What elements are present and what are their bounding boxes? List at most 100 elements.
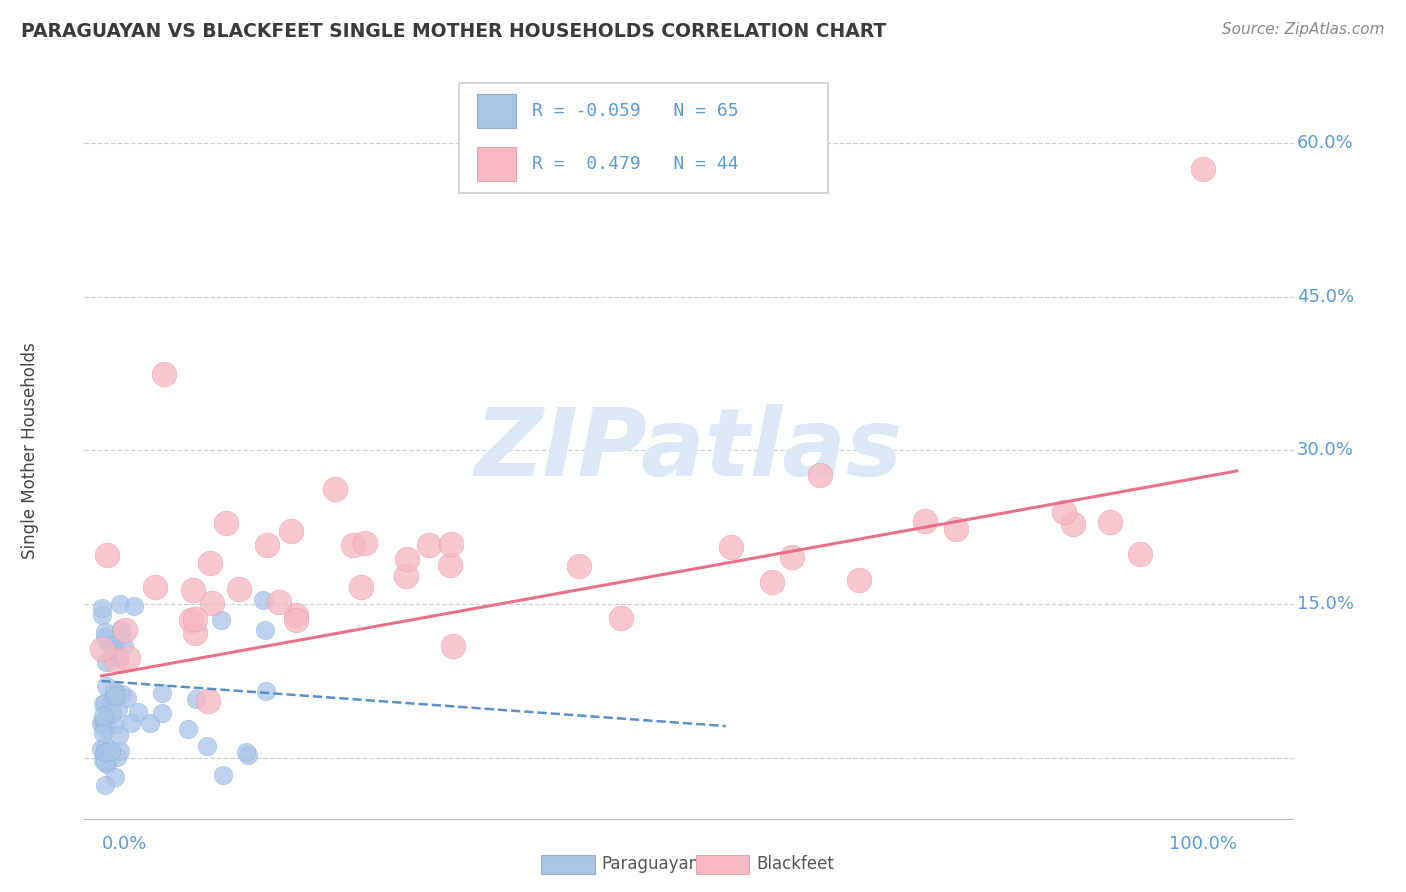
Point <box>107 701 129 715</box>
Point <box>441 640 464 654</box>
Point <box>94 696 117 710</box>
Point <box>91 709 114 723</box>
Point <box>235 745 257 759</box>
Point <box>439 558 461 573</box>
Point <box>103 718 125 732</box>
Text: Paraguayans: Paraguayans <box>602 855 709 873</box>
Point <box>101 706 124 721</box>
Point <box>94 655 117 669</box>
Point <box>183 612 205 626</box>
Point <box>395 552 418 566</box>
Point <box>91 726 114 740</box>
Point <box>184 692 207 706</box>
Point <box>93 713 115 727</box>
Point <box>280 524 302 538</box>
FancyBboxPatch shape <box>460 83 828 193</box>
Point <box>93 755 115 769</box>
Point <box>150 706 173 721</box>
Point <box>228 582 250 596</box>
Text: R =  0.479   N = 44: R = 0.479 N = 44 <box>531 155 738 173</box>
Point <box>440 537 463 551</box>
Point <box>285 613 308 627</box>
Point <box>180 613 202 627</box>
Point <box>780 549 803 564</box>
Text: ZIPatlas: ZIPatlas <box>475 404 903 497</box>
Point <box>91 697 114 711</box>
Text: R = -0.059   N = 65: R = -0.059 N = 65 <box>531 102 738 120</box>
Text: 60.0%: 60.0% <box>1298 134 1354 152</box>
Point <box>94 778 117 792</box>
Point <box>1053 505 1076 519</box>
Text: Blackfeet: Blackfeet <box>756 855 834 873</box>
Point <box>101 639 124 653</box>
Point <box>93 624 115 639</box>
Point <box>252 593 274 607</box>
Point <box>200 556 222 570</box>
Point <box>1062 516 1084 531</box>
Point <box>105 750 128 764</box>
Point <box>93 746 115 760</box>
Point <box>256 538 278 552</box>
Point <box>418 539 440 553</box>
Point <box>96 718 118 732</box>
Point <box>127 705 149 719</box>
Point <box>184 625 207 640</box>
Point <box>323 482 346 496</box>
Point <box>914 514 936 528</box>
Point <box>91 715 114 730</box>
Point <box>90 741 112 756</box>
Point <box>112 639 135 653</box>
Point <box>111 687 134 701</box>
Point <box>96 548 118 562</box>
Point <box>90 607 112 622</box>
Text: PARAGUAYAN VS BLACKFEET SINGLE MOTHER HOUSEHOLDS CORRELATION CHART: PARAGUAYAN VS BLACKFEET SINGLE MOTHER HO… <box>21 22 886 41</box>
Point <box>94 739 117 753</box>
Point <box>105 648 128 662</box>
Point <box>93 721 115 735</box>
Point <box>139 716 162 731</box>
Point <box>90 642 112 657</box>
Point <box>183 583 205 598</box>
Point <box>100 697 122 711</box>
Text: Source: ZipAtlas.com: Source: ZipAtlas.com <box>1222 22 1385 37</box>
Point <box>108 651 131 665</box>
Point <box>100 744 122 758</box>
Point <box>103 684 125 698</box>
Point <box>342 538 364 552</box>
Point <box>177 722 200 736</box>
Point <box>90 715 112 730</box>
Point <box>215 516 238 531</box>
Point <box>153 367 176 381</box>
Text: 15.0%: 15.0% <box>1298 595 1354 613</box>
Point <box>94 712 117 726</box>
Point <box>254 683 277 698</box>
Point <box>104 770 127 784</box>
Point <box>1129 547 1152 561</box>
Point <box>145 581 167 595</box>
Point <box>761 574 783 589</box>
Text: 30.0%: 30.0% <box>1298 442 1354 459</box>
Point <box>120 716 142 731</box>
Point <box>209 613 232 627</box>
Point <box>110 597 132 611</box>
Point <box>808 467 831 482</box>
FancyBboxPatch shape <box>478 147 516 181</box>
Point <box>90 600 112 615</box>
Point <box>94 745 117 759</box>
Point <box>96 756 118 771</box>
Point <box>1099 515 1122 529</box>
Point <box>212 768 235 782</box>
Point <box>111 628 134 642</box>
Point <box>122 599 145 613</box>
Point <box>395 568 418 582</box>
Point <box>115 691 138 706</box>
Point <box>201 596 224 610</box>
Point <box>945 522 967 536</box>
Point <box>236 747 259 762</box>
Point <box>105 685 128 699</box>
Point <box>94 630 117 644</box>
Point <box>91 753 114 767</box>
Point <box>350 580 373 594</box>
Point <box>848 573 870 587</box>
Point <box>104 653 127 667</box>
